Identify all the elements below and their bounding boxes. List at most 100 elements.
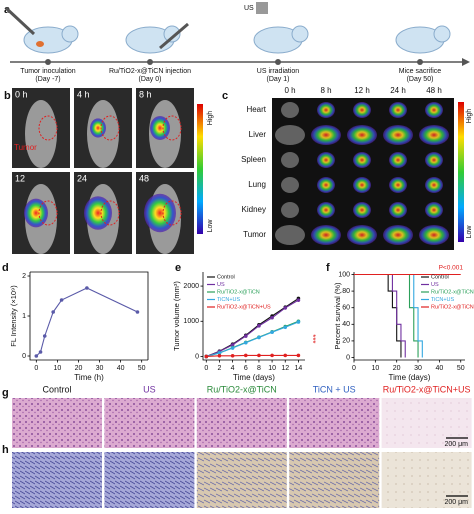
x-tick-label: 20 bbox=[75, 365, 83, 372]
point bbox=[34, 354, 39, 358]
x-tick-label: 20 bbox=[393, 365, 401, 372]
organ bbox=[281, 177, 299, 193]
point bbox=[243, 340, 248, 345]
point bbox=[296, 353, 301, 358]
fluorescence bbox=[150, 116, 170, 140]
x-tick-label: 14 bbox=[295, 365, 303, 372]
us-probe bbox=[256, 2, 268, 14]
tumor-outline bbox=[38, 115, 58, 141]
panel-label: d bbox=[2, 262, 9, 274]
time-label: 24 h bbox=[390, 86, 406, 95]
syringe bbox=[4, 6, 36, 36]
organ bbox=[353, 102, 371, 118]
organ bbox=[347, 225, 377, 245]
step-title: US irradiation bbox=[257, 68, 300, 75]
point bbox=[85, 286, 89, 290]
series-line bbox=[35, 287, 138, 357]
legend-label: Ru/TiO2-x@TiCN bbox=[431, 289, 474, 295]
x-tick-label: 12 bbox=[281, 365, 289, 372]
tumor-outline bbox=[100, 200, 120, 226]
series-line bbox=[354, 273, 419, 358]
group-label: TiCN + US bbox=[313, 384, 356, 394]
point bbox=[38, 350, 43, 354]
timeline-dot bbox=[45, 59, 51, 65]
step-day: (Day 0) bbox=[139, 76, 162, 83]
point bbox=[257, 353, 261, 358]
time-label: 8 h bbox=[320, 86, 331, 95]
point bbox=[243, 334, 248, 338]
x-tick-label: 10 bbox=[371, 365, 379, 372]
tumor-outline bbox=[162, 200, 182, 226]
step-title: Mice sacrifice bbox=[399, 68, 442, 75]
organ-label: Kidney bbox=[242, 205, 266, 214]
y-tick-label: 100 bbox=[338, 271, 350, 278]
tumor-mark bbox=[36, 41, 44, 47]
point bbox=[270, 315, 274, 320]
device-label: US bbox=[244, 5, 254, 12]
organ bbox=[281, 152, 299, 168]
point bbox=[51, 310, 55, 314]
organ bbox=[425, 102, 443, 118]
scale-high: High bbox=[466, 109, 473, 124]
organ bbox=[383, 125, 413, 145]
group-label: Ru/TiO2-x@TiCN+US bbox=[383, 384, 471, 394]
panel-label: f bbox=[326, 262, 330, 274]
mouse-body bbox=[25, 100, 57, 168]
x-tick-label: 2 bbox=[217, 365, 221, 372]
axes bbox=[29, 272, 148, 361]
x-tick-label: 40 bbox=[117, 365, 125, 372]
point bbox=[270, 353, 274, 358]
x-tick-label: 10 bbox=[268, 365, 276, 372]
y-tick-label: 40 bbox=[342, 321, 350, 328]
step-day: (Day 50) bbox=[407, 76, 434, 83]
series-line bbox=[206, 299, 299, 357]
point bbox=[230, 353, 235, 358]
scale-high: High bbox=[207, 111, 214, 126]
x-tick-label: 4 bbox=[231, 365, 235, 372]
legend-label: Ru/TiO2-x@TiCN+US bbox=[217, 304, 271, 310]
histology-stain bbox=[289, 452, 380, 508]
mouse-head bbox=[433, 25, 451, 43]
axes bbox=[30, 271, 149, 360]
x-tick-label: 50 bbox=[457, 365, 465, 372]
legend-label: Control bbox=[431, 274, 449, 280]
time-label: 0 h bbox=[15, 89, 28, 99]
mouse-head bbox=[61, 25, 79, 43]
x-tick-label: 0 bbox=[204, 365, 208, 372]
x-axis-label: Time (h) bbox=[74, 373, 104, 382]
x-tick-label: 0 bbox=[34, 365, 38, 372]
time-label: 24 bbox=[77, 173, 87, 183]
y-tick-label: 0 bbox=[22, 353, 26, 360]
region-label: Tumor bbox=[14, 143, 37, 152]
organ-label: Liver bbox=[249, 130, 267, 139]
legend-label: Ru/TiO2-x@TiCN bbox=[217, 289, 260, 295]
organ bbox=[281, 202, 299, 218]
organ bbox=[275, 225, 305, 245]
timeline-dot bbox=[147, 59, 153, 65]
fluorescence bbox=[90, 118, 106, 138]
time-label: 48 h bbox=[426, 86, 442, 95]
time-label: 0 h bbox=[284, 86, 295, 95]
tumor-outline bbox=[38, 200, 58, 226]
organ bbox=[275, 125, 305, 145]
x-tick-label: 50 bbox=[138, 365, 146, 372]
axes bbox=[202, 272, 305, 361]
scale-bar-label: 200 μm bbox=[445, 499, 469, 506]
legend-label: Control bbox=[217, 274, 235, 280]
organ bbox=[311, 125, 341, 145]
organ bbox=[353, 152, 371, 168]
histology-stain bbox=[381, 452, 472, 508]
point bbox=[59, 298, 64, 302]
organ bbox=[389, 152, 407, 168]
x-tick-label: 10 bbox=[53, 365, 61, 372]
panel-label: b bbox=[4, 90, 11, 102]
point bbox=[257, 324, 261, 328]
time-label: 8 h bbox=[139, 89, 152, 99]
legend-label: US bbox=[431, 282, 439, 288]
y-tick-label: 20 bbox=[342, 338, 350, 345]
point bbox=[296, 320, 301, 324]
x-tick-label: 8 bbox=[257, 365, 261, 372]
y-tick-label: 0 bbox=[346, 354, 350, 361]
point bbox=[283, 306, 288, 310]
